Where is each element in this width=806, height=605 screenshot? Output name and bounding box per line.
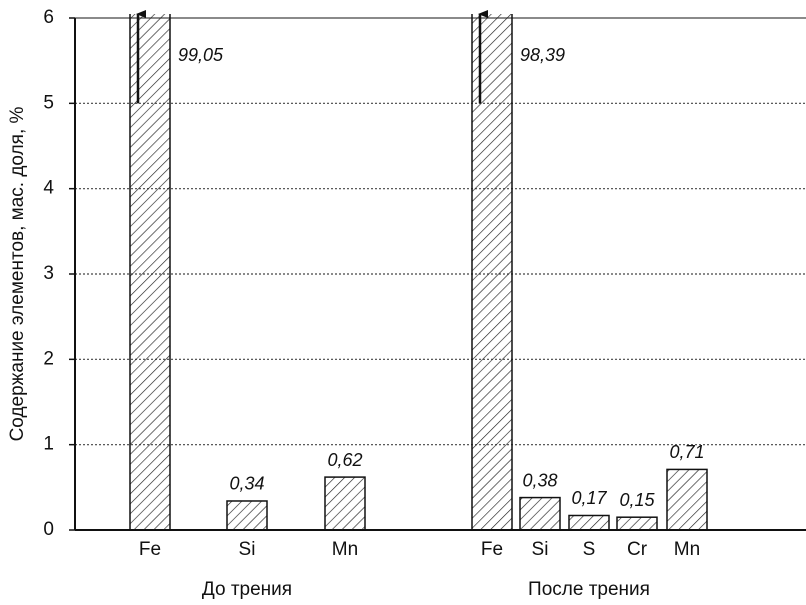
x-tick-label: Cr <box>627 539 648 560</box>
x-tick-label: Mn <box>332 539 358 560</box>
group-label: После трения <box>528 579 650 600</box>
x-tick-label: Si <box>239 539 256 560</box>
bar <box>666 468 708 531</box>
bar <box>324 476 366 531</box>
plot-area <box>129 14 708 531</box>
y-tick-label: 4 <box>43 178 54 199</box>
bar <box>129 14 171 531</box>
y-tick-label: 2 <box>43 348 54 369</box>
bar <box>519 496 561 531</box>
x-tick-label: S <box>583 539 596 560</box>
x-tick-label: Fe <box>139 539 161 560</box>
y-tick-label: 1 <box>43 434 54 455</box>
y-tick-label: 0 <box>43 519 54 540</box>
value-label: 99,05 <box>178 45 224 65</box>
group-label: До трения <box>202 579 292 600</box>
y-tick-label: 6 <box>43 7 54 28</box>
bar <box>226 500 268 531</box>
y-tick-label: 3 <box>43 263 54 284</box>
value-label: 0,17 <box>571 488 607 508</box>
value-label: 0,62 <box>327 450 362 470</box>
x-tick-label: Fe <box>481 539 503 560</box>
bar <box>616 516 658 531</box>
x-tick-label: Mn <box>674 539 700 560</box>
x-tick-label: Si <box>532 539 549 560</box>
value-label: 0,71 <box>669 442 704 462</box>
bar <box>471 14 513 531</box>
y-axis-label: Содержание элементов, мас. доля, % <box>7 106 28 441</box>
value-label: 98,39 <box>520 45 565 65</box>
value-label: 0,34 <box>229 474 264 494</box>
bar <box>568 514 610 531</box>
y-tick-label: 5 <box>43 92 54 113</box>
value-label: 0,38 <box>522 470 557 490</box>
value-label: 0,15 <box>619 490 655 510</box>
